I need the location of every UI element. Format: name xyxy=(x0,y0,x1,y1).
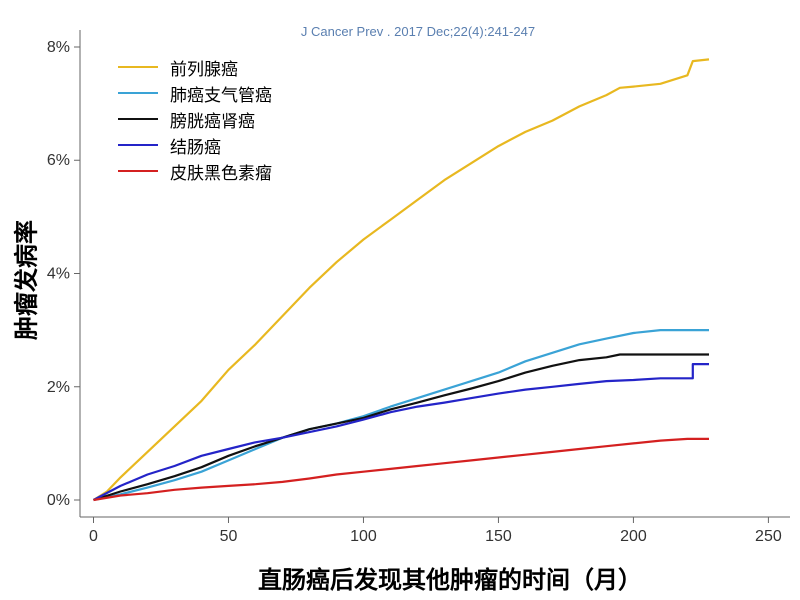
x-tick-label: 50 xyxy=(220,528,238,545)
x-axis-label: 直肠癌后发现其他肿瘤的时间（月） xyxy=(258,566,642,594)
series-line-4 xyxy=(92,363,709,501)
y-tick-label: 2% xyxy=(47,379,70,396)
y-tick-label: 0% xyxy=(47,492,70,509)
legend-item: 膀胱癌肾癌 xyxy=(118,106,272,132)
citation-text: J Cancer Prev . 2017 Dec;22(4):241-247 xyxy=(300,24,536,39)
legend-label: 结肠癌 xyxy=(170,137,221,158)
legend-label: 膀胱癌肾癌 xyxy=(170,111,255,132)
y-tick-label: 8% xyxy=(47,39,70,56)
legend-item: 肺癌支气管癌 xyxy=(118,80,272,106)
legend-item: 皮肤黑色素瘤 xyxy=(118,158,272,184)
x-tick-label: 200 xyxy=(620,528,647,545)
series-line-1 xyxy=(92,58,710,501)
legend-label: 前列腺癌 xyxy=(170,59,238,80)
y-tick-label: 4% xyxy=(47,266,70,283)
x-tick-label: 150 xyxy=(485,528,512,545)
y-axis-label-container: 肿瘤发病率 xyxy=(4,180,44,380)
series-line-3 xyxy=(93,353,709,502)
series-line-5 xyxy=(93,437,709,502)
series-line-2 xyxy=(93,329,709,502)
y-axis-label: 肿瘤发病率 xyxy=(12,220,41,340)
x-tick-label: 100 xyxy=(350,528,377,545)
legend-swatch xyxy=(118,144,158,146)
legend-item: 前列腺癌 xyxy=(118,54,272,80)
legend-item: 结肠癌 xyxy=(118,132,272,158)
legend-label: 皮肤黑色素瘤 xyxy=(170,163,272,184)
x-tick-label: 0 xyxy=(89,528,98,545)
legend-swatch xyxy=(118,170,158,172)
legend-swatch xyxy=(118,118,158,120)
x-tick-label: 250 xyxy=(755,528,782,545)
legend-swatch xyxy=(118,92,158,94)
legend-swatch xyxy=(118,66,158,68)
legend-label: 肺癌支气管癌 xyxy=(170,85,272,106)
legend: 前列腺癌肺癌支气管癌 膀胱癌肾癌结肠癌皮肤黑色素瘤 xyxy=(118,54,272,184)
y-tick-label: 6% xyxy=(47,152,70,169)
